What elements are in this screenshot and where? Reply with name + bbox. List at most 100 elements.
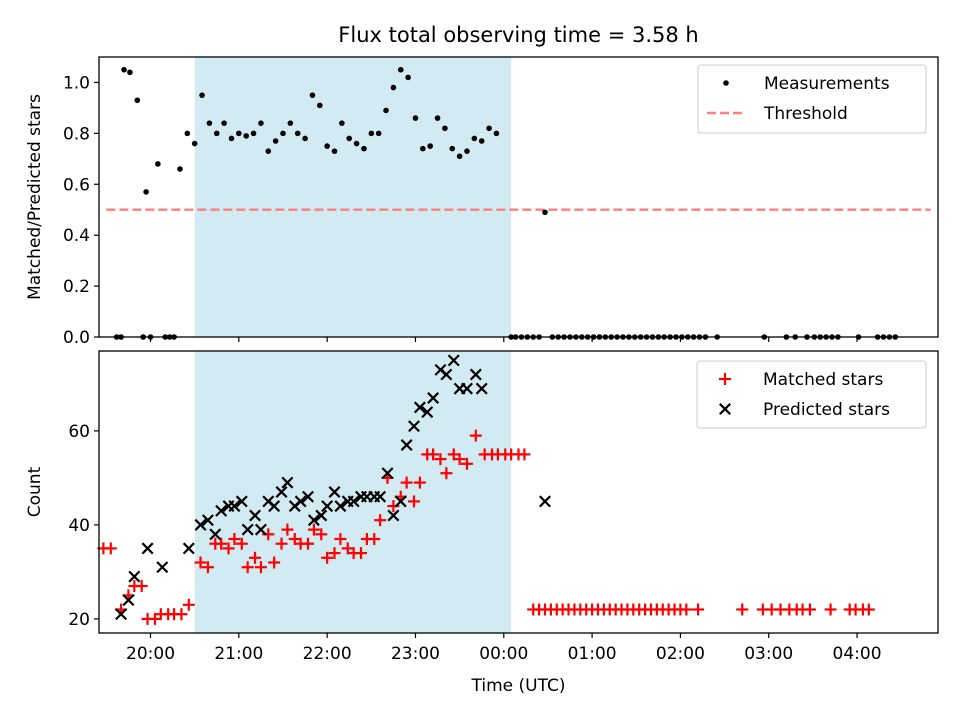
- x-tick-label: 01:00: [568, 644, 617, 664]
- matched-stars-point: [824, 603, 837, 616]
- measurements-point: [243, 133, 249, 139]
- predicted-stars-point: [447, 354, 460, 367]
- measurements-point: [324, 143, 330, 149]
- x-tick-label: 00:00: [479, 644, 528, 664]
- matched-stars-point: [321, 551, 334, 564]
- measurements-point: [478, 138, 485, 144]
- measurements-point: [287, 120, 294, 126]
- matched-stars-point: [281, 523, 294, 536]
- measurements-point: [184, 130, 191, 137]
- predicted-stars-point: [275, 486, 288, 498]
- predicted-stars-point: [421, 406, 434, 419]
- matched-stars-point: [135, 580, 148, 592]
- measurements-point: [353, 140, 360, 147]
- matched-stars-point: [275, 537, 288, 550]
- predicted-stars-point: [328, 486, 341, 498]
- measurements-point: [390, 84, 397, 91]
- matched-stars-point: [228, 533, 241, 545]
- measurements-point: [375, 130, 382, 137]
- matched-stars-point: [518, 448, 531, 461]
- matched-stars-point: [460, 457, 473, 470]
- y-tick-label: 1.0: [63, 73, 90, 93]
- x-tick-label: 23:00: [391, 644, 440, 664]
- matched-stars-point: [803, 603, 816, 616]
- y-tick-label: 0.8: [63, 124, 90, 144]
- matched-stars-point: [194, 556, 207, 569]
- matched-stars-point: [407, 495, 420, 508]
- matched-stars-point: [469, 429, 482, 442]
- predicted-stars-point: [461, 382, 473, 395]
- matched-stars-point: [241, 561, 254, 574]
- measurements-point: [221, 120, 227, 126]
- measurements-point: [228, 135, 235, 142]
- predicted-stars-point: [334, 500, 347, 513]
- y-tick-label: 0.2: [63, 277, 90, 297]
- matched-stars-point: [400, 476, 413, 489]
- predicted-stars-point: [249, 509, 262, 522]
- figure-title: Flux total observing time = 3.58 h: [338, 23, 698, 47]
- measurements-point: [464, 148, 470, 154]
- matched-stars-point: [368, 533, 381, 545]
- measurements-point: [486, 125, 492, 132]
- count-y-axis-label: Count: [25, 466, 45, 517]
- x-tick-label: 03:00: [744, 644, 793, 664]
- predicted-stars-point: [209, 528, 222, 541]
- legend-predicted-stars-swatch: [719, 403, 731, 415]
- y-tick-label: 40: [68, 516, 90, 536]
- predicted-stars-point: [374, 490, 387, 503]
- predicted-stars-point: [427, 392, 440, 404]
- ratio-observing-span: [194, 57, 512, 337]
- measurements-series: [113, 66, 899, 340]
- predicted-stars-point: [182, 542, 195, 555]
- measurements-point: [368, 130, 375, 137]
- matched-stars-point: [302, 537, 315, 550]
- measurements-point: [206, 120, 213, 126]
- measurements-point: [331, 148, 338, 154]
- measurements-point: [280, 130, 286, 137]
- matched-stars-point: [434, 453, 447, 466]
- predicted-stars-point: [215, 504, 228, 517]
- count-axes-frame: [98, 350, 939, 634]
- measurements-point: [213, 130, 220, 137]
- matched-stars-point: [249, 551, 262, 564]
- matched-stars-point: [440, 467, 453, 480]
- x-axis-label: Time (UTC): [471, 676, 566, 696]
- measurements-point: [177, 166, 183, 172]
- legend-frame: [697, 64, 927, 134]
- matched-stars-point: [355, 547, 368, 560]
- x-tick-label: 02:00: [656, 644, 705, 664]
- measurements-point: [412, 115, 419, 121]
- predicted-stars-point: [115, 608, 128, 621]
- legend-measurements-swatch: [723, 80, 729, 86]
- matched-stars-point: [175, 608, 188, 621]
- predicted-stars-point: [440, 368, 453, 381]
- x-tick-label: 21:00: [214, 644, 263, 664]
- predicted-stars-point: [381, 467, 394, 480]
- measurements-point: [346, 135, 353, 142]
- measurements-point: [134, 97, 141, 104]
- matched-stars-point: [692, 603, 705, 616]
- predicted-stars-point: [347, 495, 360, 508]
- predicted-stars-point: [201, 514, 214, 527]
- y-tick-label: 60: [68, 422, 90, 442]
- y-tick-label: 0.0: [63, 328, 90, 348]
- measurements-point: [542, 209, 548, 216]
- predicted-stars-point: [315, 509, 328, 522]
- y-tick-label: 20: [68, 610, 90, 630]
- predicted-stars-point: [281, 476, 294, 489]
- x-tick-label: 04:00: [833, 644, 882, 664]
- matched-stars-point: [215, 537, 228, 550]
- predicted-stars-point: [228, 500, 241, 513]
- predicted-stars-point: [128, 570, 141, 583]
- matched-stars-point: [862, 603, 875, 616]
- matched-stars-point: [334, 533, 347, 545]
- predicted-stars-point: [394, 495, 407, 508]
- measurements-point: [127, 69, 133, 76]
- predicted-stars-point: [408, 420, 420, 433]
- measurements-point: [272, 138, 279, 144]
- matched-stars-point: [736, 603, 749, 616]
- legend-label: Measurements: [764, 74, 890, 94]
- ratio-axes-frame: [98, 56, 939, 338]
- matched-stars-point: [413, 476, 426, 489]
